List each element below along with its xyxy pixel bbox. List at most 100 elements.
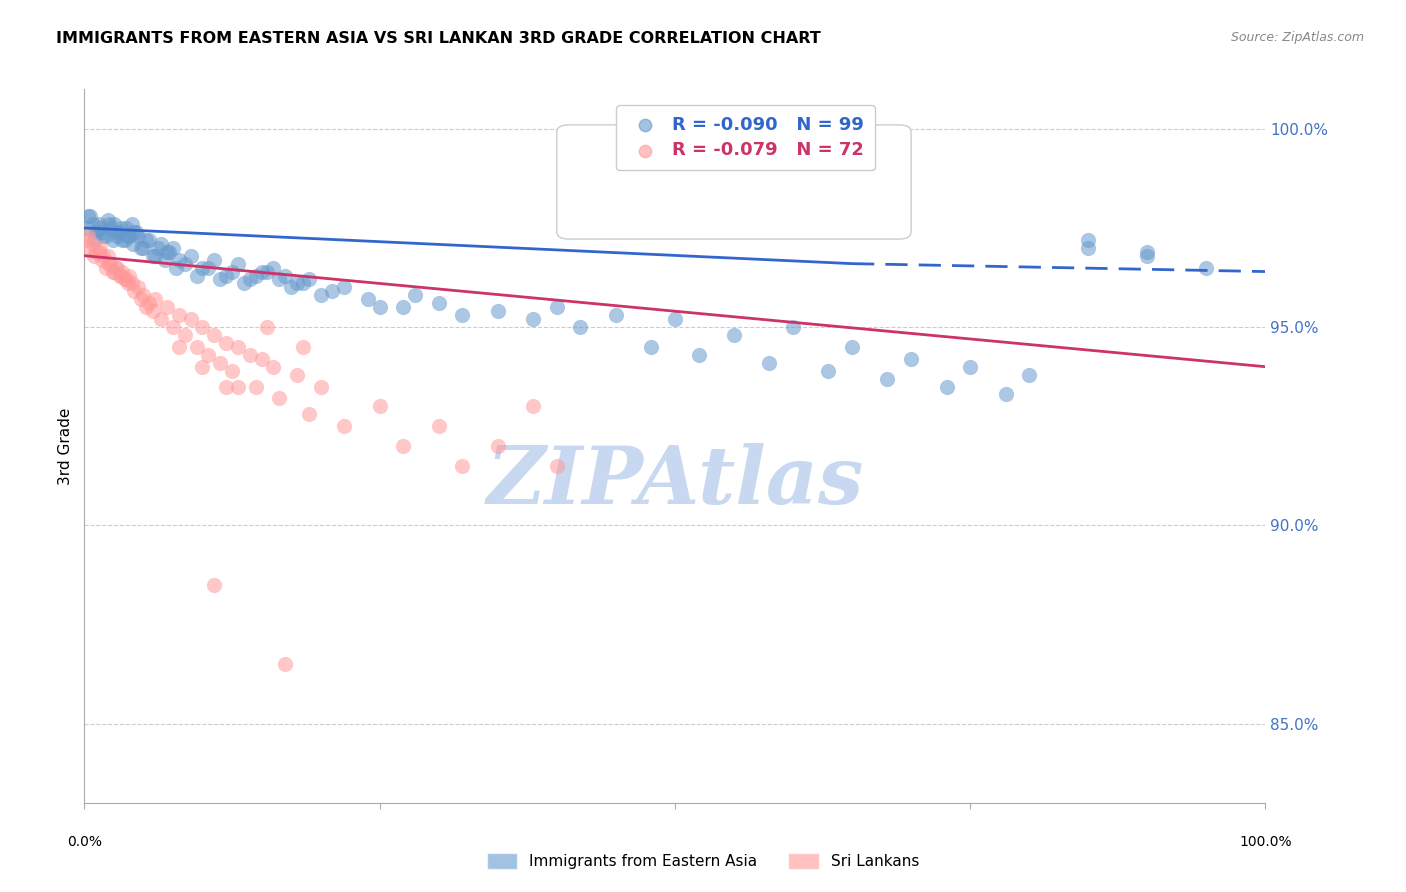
Point [167,252,190,267]
Point [180,249,202,263]
Legend: R = -0.090   N = 99, R = -0.079   N = 72: R = -0.090 N = 99, R = -0.079 N = 72 [616,105,875,170]
Y-axis label: 3rd Grade: 3rd Grade [58,408,73,484]
Point [89,241,111,255]
Point [122,225,145,239]
Point [108,225,131,239]
Point [127,280,149,294]
Point [157,244,180,259]
Text: Source: ZipAtlas.com: Source: ZipAtlas.com [1230,31,1364,45]
Point [486,439,509,453]
Point [83,233,105,247]
Point [77,209,100,223]
Point [162,320,184,334]
Point [309,379,332,393]
Point [114,272,136,286]
Point [142,249,165,263]
Point [98,257,121,271]
Point [167,308,190,322]
Point [723,328,745,343]
FancyBboxPatch shape [557,125,911,239]
Point [285,368,308,382]
Point [91,249,114,263]
Point [1018,368,1040,382]
Point [89,221,111,235]
Point [156,244,179,259]
Point [142,304,165,318]
Point [202,328,225,343]
Point [522,312,544,326]
Point [209,272,232,286]
Point [135,233,157,247]
Point [127,228,149,243]
Point [841,340,863,354]
Point [404,288,426,302]
Point [167,340,190,354]
Point [138,296,160,310]
Point [245,379,267,393]
Point [107,228,129,243]
Point [285,277,308,291]
Point [186,268,208,283]
Point [232,277,254,291]
Point [935,379,957,393]
Point [1136,249,1159,263]
Point [98,221,121,235]
Point [94,260,117,275]
Point [688,348,710,362]
Point [333,280,356,294]
Point [298,407,321,421]
Point [202,252,225,267]
Point [245,268,267,283]
Point [309,288,332,302]
Point [522,400,544,414]
Text: IMMIGRANTS FROM EASTERN ASIA VS SRI LANKAN 3RD GRADE CORRELATION CHART: IMMIGRANTS FROM EASTERN ASIA VS SRI LANK… [56,31,821,46]
Point [239,272,262,286]
Point [77,228,100,243]
Point [91,225,114,239]
Point [121,277,143,291]
Point [221,364,243,378]
Point [392,300,415,314]
Point [76,233,98,247]
Point [191,320,214,334]
Point [269,392,291,406]
Point [180,312,202,326]
Point [215,268,238,283]
Point [1077,241,1099,255]
Point [82,236,104,251]
Point [173,328,195,343]
Point [197,348,219,362]
Point [274,657,297,671]
Point [1136,244,1159,259]
Point [76,221,98,235]
Point [280,280,302,294]
Point [143,293,166,307]
Point [117,277,139,291]
Point [118,228,141,243]
Point [111,233,134,247]
Point [269,272,291,286]
Point [107,260,129,275]
Point [546,300,568,314]
Point [569,320,592,334]
Point [143,249,166,263]
Point [215,379,238,393]
Point [451,458,474,473]
Point [392,439,415,453]
Point [117,228,139,243]
Point [97,249,120,263]
Point [118,268,141,283]
Point [132,288,155,302]
Point [121,217,143,231]
Point [79,241,101,255]
Point [146,241,169,255]
Point [900,351,922,366]
Point [427,296,450,310]
Point [101,233,124,247]
Point [191,260,214,275]
Point [122,285,145,299]
Point [150,236,173,251]
Point [321,285,343,299]
Text: 0.0%: 0.0% [67,835,101,848]
Point [202,578,225,592]
